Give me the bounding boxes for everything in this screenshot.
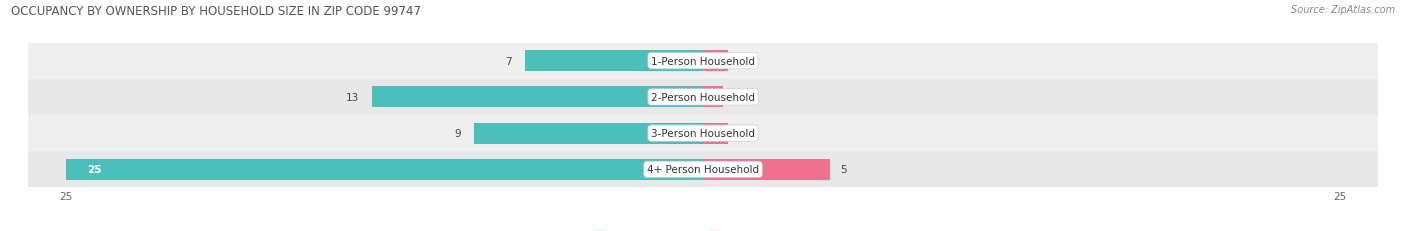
- Text: 9: 9: [454, 128, 461, 139]
- Bar: [28, 79, 1378, 116]
- Bar: [703, 159, 831, 180]
- Text: 1: 1: [738, 128, 745, 139]
- Bar: [703, 51, 728, 72]
- Bar: [524, 51, 703, 72]
- Text: 2-Person Household: 2-Person Household: [651, 92, 755, 103]
- Bar: [373, 87, 703, 108]
- Text: 1: 1: [738, 56, 745, 66]
- Bar: [28, 116, 1378, 152]
- Bar: [474, 123, 703, 144]
- Text: 13: 13: [346, 92, 359, 103]
- Text: 1-Person Household: 1-Person Household: [651, 56, 755, 66]
- Bar: [66, 159, 703, 180]
- Bar: [703, 123, 728, 144]
- Text: 3-Person Household: 3-Person Household: [651, 128, 755, 139]
- Text: 5: 5: [841, 165, 848, 175]
- Text: OCCUPANCY BY OWNERSHIP BY HOUSEHOLD SIZE IN ZIP CODE 99747: OCCUPANCY BY OWNERSHIP BY HOUSEHOLD SIZE…: [11, 5, 422, 18]
- Bar: [28, 43, 1378, 79]
- Text: Source: ZipAtlas.com: Source: ZipAtlas.com: [1291, 5, 1395, 15]
- Bar: [703, 87, 723, 108]
- Bar: [28, 152, 1378, 188]
- Text: 7: 7: [505, 56, 512, 66]
- Text: 4+ Person Household: 4+ Person Household: [647, 165, 759, 175]
- Text: 0: 0: [734, 92, 740, 103]
- Text: 25: 25: [87, 165, 101, 175]
